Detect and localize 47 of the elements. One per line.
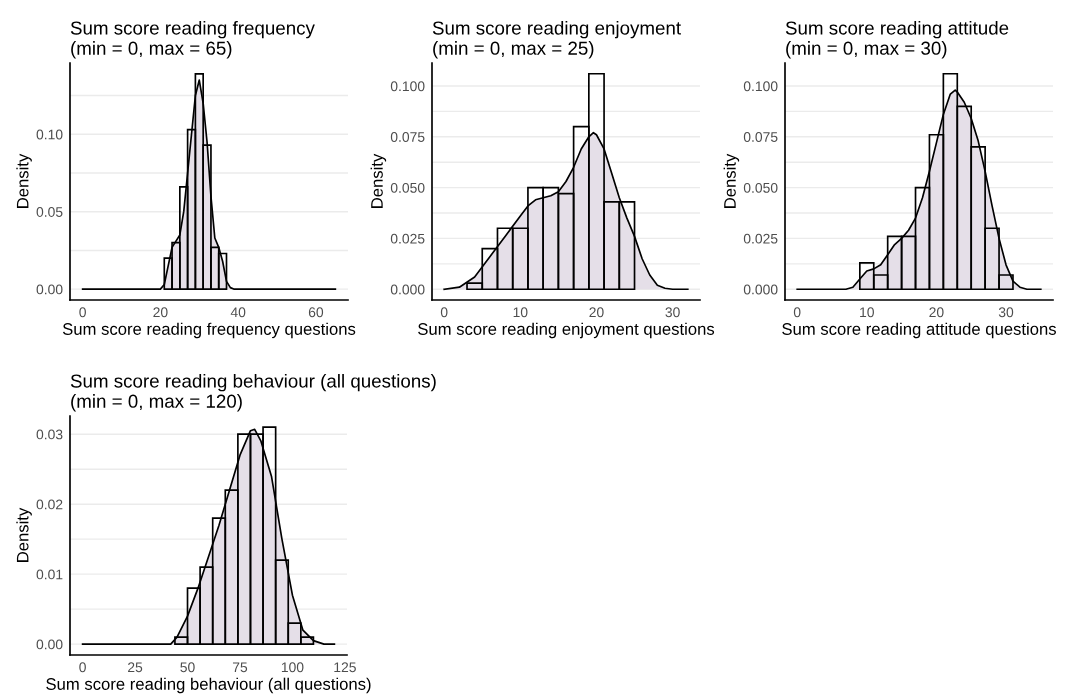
y-tick-label: 0.025 [743, 233, 778, 244]
chart-title: Sum score reading behaviour (all questions) (min = 0, max = 120) [70, 373, 436, 412]
y-tick-label: 0.075 [743, 132, 778, 142]
chart-title: Sum score reading frequency (min = 0, max = 65) [70, 20, 315, 59]
y-tick-label: 0.03 [36, 429, 63, 440]
x-tick-label: 30 [665, 307, 680, 318]
x-tick-label: 50 [180, 662, 195, 673]
y-axis-title: Density [723, 153, 740, 208]
x-axis-title: Sum score reading attitude questions [782, 322, 1056, 339]
x-tick-label: 25 [128, 662, 143, 673]
x-axis-title: Sum score reading frequency questions [62, 322, 356, 339]
x-axis-title: Sum score reading enjoyment questions [418, 322, 715, 339]
y-axis-title: Density [16, 153, 32, 208]
y-tick-label: 0.05 [36, 207, 63, 217]
chart-title: Sum score reading attitude (min = 0, max = 30) [785, 20, 1009, 59]
x-tick-label: 0 [79, 662, 86, 673]
y-tick-label: 0.00 [36, 639, 63, 650]
x-tick-label: 20 [929, 307, 944, 318]
y-tick-label: 0.025 [390, 233, 425, 244]
y-tick-label: 0.050 [390, 182, 425, 193]
y-tick-label: 0.02 [36, 499, 63, 510]
y-tick-label: 0.050 [743, 182, 778, 193]
y-axis-title: Density [16, 507, 32, 562]
y-tick-label: 0.100 [743, 81, 778, 92]
x-tick-label: 60 [308, 307, 324, 318]
x-tick-label: 75 [232, 662, 248, 673]
y-tick-label: 0.000 [390, 284, 425, 295]
x-tick-label: 30 [998, 307, 1014, 318]
x-tick-label: 0 [440, 307, 448, 318]
x-tick-label: 20 [153, 307, 168, 318]
y-tick-label: 0.100 [390, 81, 425, 92]
chart-title: Sum score reading enjoyment (min = 0, max = 25) [432, 20, 681, 59]
y-tick-label: 0.10 [36, 129, 63, 140]
y-tick-label: 0.01 [36, 569, 63, 580]
x-tick-label: 10 [513, 307, 528, 318]
x-axis-title: Sum score reading behaviour (all questions) [46, 677, 371, 694]
x-tick-label: 0 [79, 307, 86, 318]
x-tick-label: 100 [281, 662, 304, 673]
x-tick-label: 40 [230, 307, 246, 318]
y-tick-label: 0.000 [743, 284, 778, 295]
x-tick-label: 20 [589, 307, 604, 318]
y-axis-title: Density [370, 153, 387, 208]
x-tick-label: 0 [793, 307, 801, 318]
x-tick-label: 125 [334, 662, 356, 673]
x-tick-label: 10 [860, 307, 874, 318]
y-tick-label: 0.00 [36, 284, 63, 295]
y-tick-label: 0.075 [390, 132, 425, 142]
